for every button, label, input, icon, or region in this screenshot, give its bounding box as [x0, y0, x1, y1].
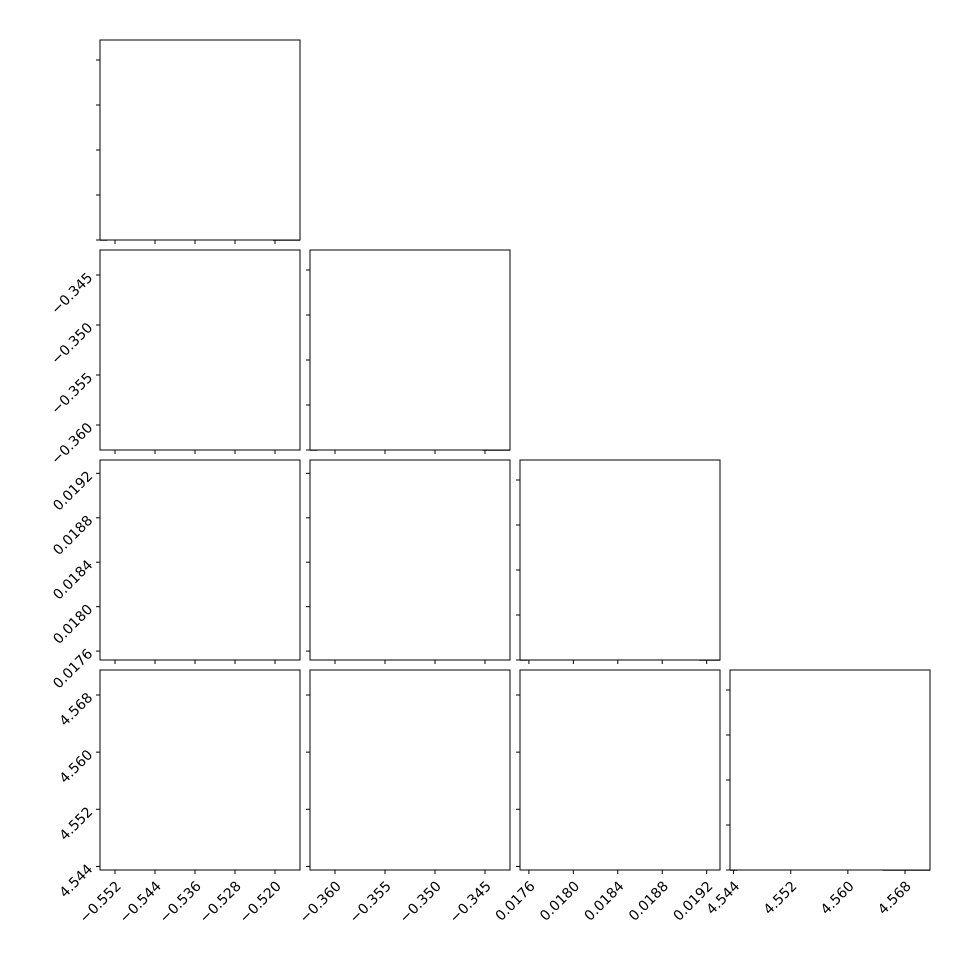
sample-point — [225, 668, 227, 670]
sample-point — [229, 241, 231, 243]
sample-point — [513, 705, 515, 707]
sample-point — [491, 662, 493, 664]
sample-point — [217, 667, 219, 669]
sample-point — [245, 660, 247, 662]
sample-point — [475, 663, 477, 665]
sample-point — [197, 662, 199, 664]
sample-point — [517, 669, 519, 671]
sample-point — [231, 665, 233, 667]
sample-point — [233, 664, 235, 666]
sample-point — [497, 661, 499, 663]
sample-point — [242, 666, 244, 668]
sample-point — [508, 662, 510, 664]
sample-point — [243, 661, 245, 663]
sample-point — [493, 663, 495, 665]
sample-point — [506, 664, 508, 666]
sample-point — [485, 661, 487, 663]
sample-point — [215, 665, 217, 667]
sample-point — [210, 662, 212, 664]
sample-point — [488, 663, 490, 665]
sample-point — [495, 667, 497, 669]
sample-point — [264, 246, 266, 248]
sample-point — [500, 665, 502, 667]
sample-point — [221, 667, 223, 669]
sample-point — [473, 661, 475, 663]
sample-point — [516, 668, 518, 670]
sample-point — [496, 664, 498, 666]
sample-point — [483, 665, 485, 667]
sample-point — [257, 660, 259, 662]
sample-point — [503, 668, 505, 670]
sample-point — [239, 668, 241, 670]
sample-point — [221, 662, 223, 664]
sample-point — [213, 662, 215, 664]
sample-point — [511, 669, 513, 671]
sample-point — [499, 661, 501, 663]
sample-point — [488, 667, 490, 669]
